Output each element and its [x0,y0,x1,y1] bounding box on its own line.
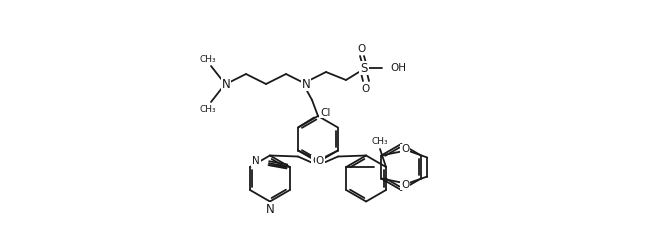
Text: O: O [362,84,370,94]
Text: CH₃: CH₃ [200,54,216,64]
Text: N: N [222,78,230,90]
Text: O: O [312,155,320,166]
Text: Cl: Cl [320,108,330,117]
Text: N: N [252,156,260,166]
Text: O: O [316,155,324,166]
Text: CH₃: CH₃ [372,137,389,145]
Text: N: N [265,203,274,216]
Text: OH: OH [390,63,406,73]
Text: S: S [360,61,368,75]
Text: O: O [401,179,409,190]
Text: O: O [401,144,409,154]
Text: N: N [302,78,310,90]
Text: CH₃: CH₃ [200,105,216,113]
Text: O: O [358,44,366,54]
